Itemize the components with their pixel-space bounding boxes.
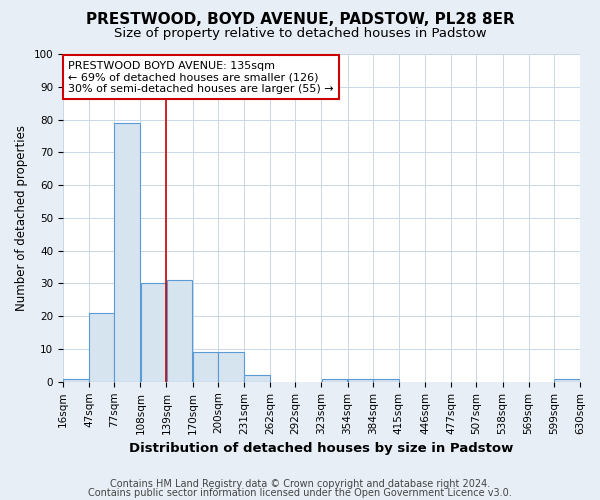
Bar xyxy=(193,352,218,382)
Bar xyxy=(167,280,193,382)
Bar xyxy=(218,352,244,382)
Bar xyxy=(115,123,140,382)
Bar xyxy=(322,378,347,382)
Bar xyxy=(244,376,270,382)
Bar xyxy=(140,284,166,382)
Text: Contains HM Land Registry data © Crown copyright and database right 2024.: Contains HM Land Registry data © Crown c… xyxy=(110,479,490,489)
Text: Contains public sector information licensed under the Open Government Licence v3: Contains public sector information licen… xyxy=(88,488,512,498)
Text: PRESTWOOD, BOYD AVENUE, PADSTOW, PL28 8ER: PRESTWOOD, BOYD AVENUE, PADSTOW, PL28 8E… xyxy=(86,12,514,28)
Bar xyxy=(373,378,399,382)
X-axis label: Distribution of detached houses by size in Padstow: Distribution of detached houses by size … xyxy=(129,442,514,455)
Bar xyxy=(63,378,89,382)
Text: PRESTWOOD BOYD AVENUE: 135sqm
← 69% of detached houses are smaller (126)
30% of : PRESTWOOD BOYD AVENUE: 135sqm ← 69% of d… xyxy=(68,60,334,94)
Bar xyxy=(554,378,580,382)
Bar xyxy=(348,378,373,382)
Text: Size of property relative to detached houses in Padstow: Size of property relative to detached ho… xyxy=(113,28,487,40)
Bar xyxy=(89,313,114,382)
Y-axis label: Number of detached properties: Number of detached properties xyxy=(15,125,28,311)
